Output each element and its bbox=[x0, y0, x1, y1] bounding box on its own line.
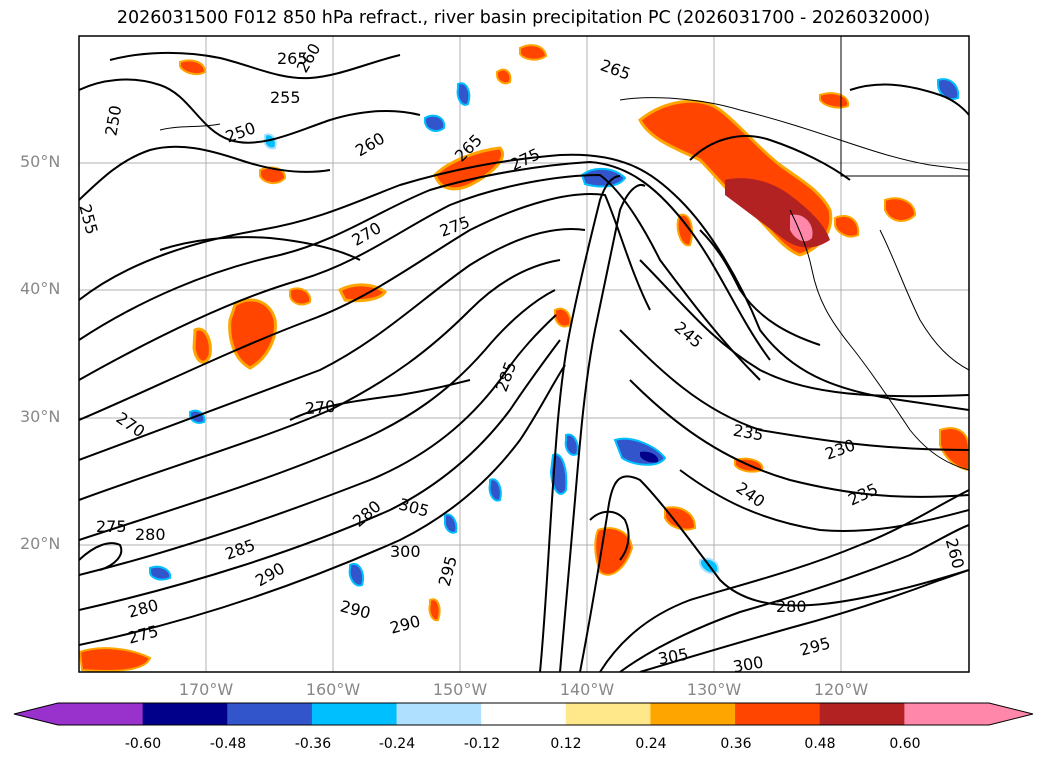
lon-label-170w: 170°W bbox=[178, 680, 234, 699]
colorbar-segment bbox=[227, 703, 313, 725]
colorbar-segment bbox=[142, 703, 228, 725]
colorbar-segment bbox=[565, 703, 651, 725]
colorbar-segment bbox=[311, 703, 398, 725]
contour-label: 275 bbox=[96, 517, 127, 536]
lon-label-160w: 160°W bbox=[305, 680, 361, 699]
colorbar-segment bbox=[396, 703, 482, 725]
colorbar-label: -0.24 bbox=[378, 736, 416, 752]
colorbar-label: 0.60 bbox=[889, 736, 921, 752]
colorbar-label: -0.60 bbox=[124, 736, 162, 752]
lat-label-40n: 40°N bbox=[20, 279, 61, 298]
contour-label: 255 bbox=[270, 88, 301, 107]
colorbar-label: -0.48 bbox=[209, 736, 247, 752]
precip-negative-shading bbox=[149, 78, 960, 587]
contour-label: 265 bbox=[277, 49, 308, 68]
colorbar-label: 0.48 bbox=[804, 736, 836, 752]
colorbar-segment bbox=[819, 703, 905, 725]
contour-label: 280 bbox=[776, 597, 807, 616]
colorbar-extend-max bbox=[989, 703, 1033, 725]
refractivity-contours bbox=[79, 51, 969, 672]
colorbar-label: 0.24 bbox=[635, 736, 667, 752]
lon-label-150w: 150°W bbox=[432, 680, 488, 699]
lon-label-120w: 120°W bbox=[813, 680, 869, 699]
colorbar-label: 0.36 bbox=[720, 736, 752, 752]
lat-label-50n: 50°N bbox=[20, 152, 61, 171]
precip-positive-shading bbox=[79, 44, 969, 672]
coastlines bbox=[159, 36, 969, 471]
contour-label: 270 bbox=[304, 397, 336, 419]
colorbar-segment bbox=[735, 703, 821, 725]
colorbar-segment bbox=[650, 703, 736, 725]
lon-label-140w: 140°W bbox=[559, 680, 615, 699]
colorbar-label: -0.12 bbox=[463, 736, 501, 752]
colorbar-segment bbox=[481, 703, 567, 725]
colorbar-segment bbox=[904, 703, 990, 725]
map-title: 2026031500 F012 850 hPa refract., river … bbox=[116, 8, 931, 28]
contour-label: 300 bbox=[390, 542, 421, 561]
lat-label-30n: 30°N bbox=[20, 407, 61, 426]
colorbar-outline bbox=[13, 702, 1034, 726]
map-frame bbox=[78, 35, 970, 673]
contour-label: 280 bbox=[135, 525, 166, 544]
colorbar-extend-min bbox=[14, 703, 58, 725]
lat-label-20n: 20°N bbox=[20, 534, 61, 553]
colorbar-label: -0.36 bbox=[294, 736, 332, 752]
colorbar-label: 0.12 bbox=[550, 736, 582, 752]
colorbar-segment bbox=[58, 703, 144, 725]
lon-label-130w: 130°W bbox=[686, 680, 742, 699]
